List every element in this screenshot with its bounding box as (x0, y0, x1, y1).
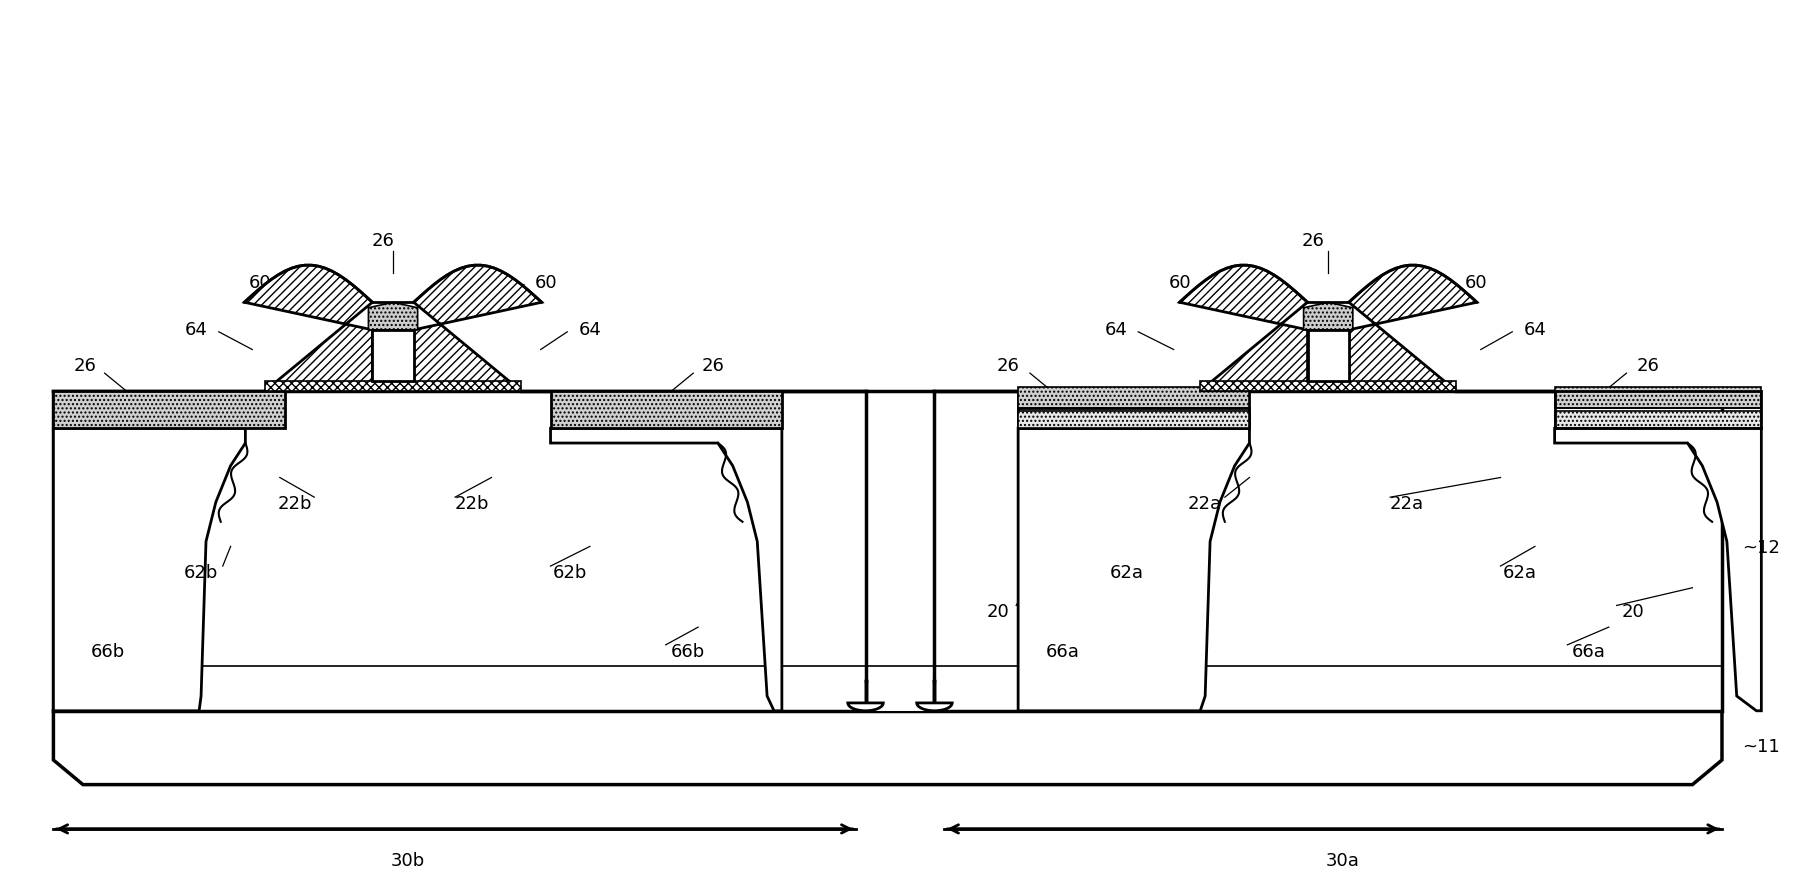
Polygon shape (916, 703, 952, 711)
Text: 62b: 62b (184, 564, 218, 582)
Polygon shape (1555, 428, 1762, 711)
Text: 26: 26 (74, 357, 97, 376)
Polygon shape (369, 303, 418, 330)
Bar (1019, 411, 1249, 428)
Text: 64: 64 (578, 320, 601, 339)
Text: 66a: 66a (1571, 643, 1606, 660)
Polygon shape (1348, 265, 1476, 391)
Text: 20: 20 (986, 603, 1010, 621)
Text: ~12: ~12 (1742, 539, 1780, 557)
Bar (54, 391, 284, 428)
Text: 64: 64 (185, 320, 207, 339)
Text: 26: 26 (1301, 232, 1325, 250)
Text: 60: 60 (248, 273, 272, 292)
Text: 22a: 22a (1390, 495, 1424, 513)
Polygon shape (54, 391, 1723, 711)
Text: 60: 60 (1170, 273, 1192, 292)
Text: 26: 26 (702, 357, 724, 376)
Text: 20: 20 (1622, 603, 1645, 621)
Text: 64: 64 (1105, 320, 1129, 339)
Text: 60: 60 (535, 273, 556, 292)
Bar (1307, 330, 1348, 381)
Polygon shape (245, 265, 373, 391)
Text: 30a: 30a (1327, 853, 1361, 870)
Bar (1555, 387, 1762, 408)
Bar (1019, 408, 1249, 428)
Text: 22a: 22a (1188, 495, 1222, 513)
Text: 62a: 62a (1109, 564, 1143, 582)
Polygon shape (54, 711, 1723, 785)
Bar (551, 391, 781, 428)
Text: 66b: 66b (90, 643, 124, 660)
Polygon shape (1179, 265, 1307, 391)
Text: 22b: 22b (455, 495, 490, 513)
Polygon shape (265, 381, 520, 391)
Text: 66a: 66a (1046, 643, 1080, 660)
Polygon shape (848, 703, 884, 711)
Polygon shape (551, 428, 781, 711)
Text: 62a: 62a (1503, 564, 1537, 582)
Bar (1019, 391, 1249, 428)
Polygon shape (1303, 303, 1354, 330)
Text: 66b: 66b (671, 643, 706, 660)
Text: 30b: 30b (391, 853, 425, 870)
Polygon shape (54, 428, 245, 711)
Polygon shape (1201, 381, 1456, 391)
Polygon shape (1019, 428, 1249, 711)
Text: 62b: 62b (553, 564, 587, 582)
Bar (1555, 411, 1762, 428)
Text: ~11: ~11 (1742, 738, 1780, 756)
Text: 26: 26 (997, 357, 1021, 376)
Text: 26: 26 (373, 232, 394, 250)
Bar (373, 330, 414, 381)
Bar (1019, 387, 1249, 408)
Bar (866, 681, 934, 711)
Text: 60: 60 (1465, 273, 1487, 292)
Polygon shape (414, 265, 542, 391)
Bar (1555, 391, 1762, 428)
Text: 26: 26 (1636, 357, 1660, 376)
Text: 64: 64 (1523, 320, 1546, 339)
Text: 22b: 22b (277, 495, 311, 513)
